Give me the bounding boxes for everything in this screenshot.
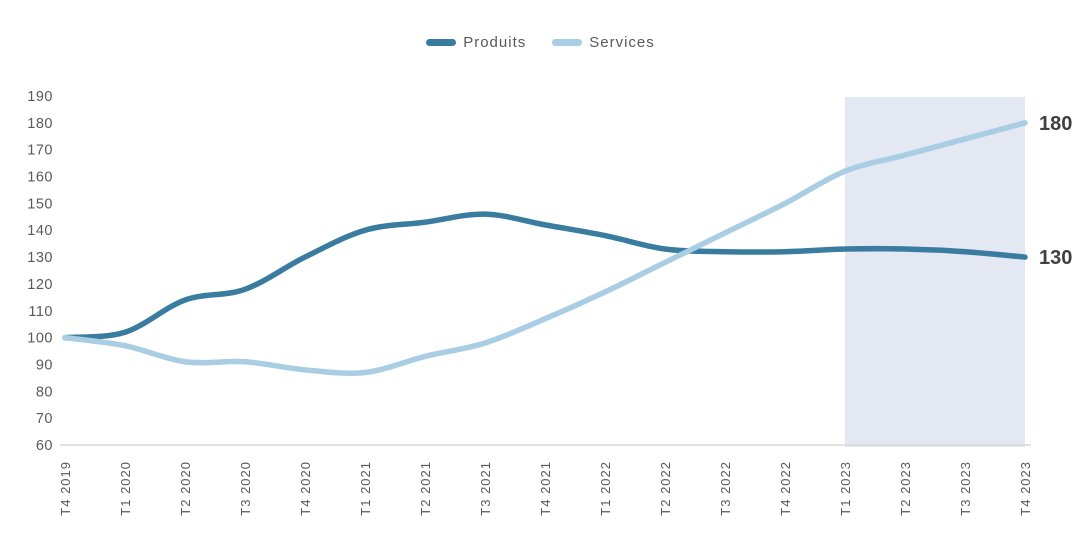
x-axis-tick-label: T1 2021: [358, 461, 373, 516]
chart-legend: Produits Services: [0, 32, 1081, 52]
x-axis-tick-label: T2 2020: [178, 461, 193, 516]
services-end-value-label: 180: [1039, 113, 1072, 135]
y-axis-tick-label: 60: [36, 438, 53, 454]
y-axis-tick-label: 190: [27, 89, 53, 105]
x-axis-tick-label: T3 2020: [238, 461, 253, 516]
x-axis-tick-label: T2 2021: [418, 461, 433, 516]
x-axis-tick-label: T4 2019: [58, 461, 73, 516]
x-axis-tick-label: T3 2023: [958, 461, 973, 516]
x-axis-tick-label: T3 2022: [718, 461, 733, 516]
legend-item-services[interactable]: Services: [552, 34, 655, 51]
y-axis-tick-label: 170: [27, 143, 53, 159]
y-axis-tick-label: 100: [27, 331, 53, 347]
y-axis-tick-label: 90: [36, 357, 53, 373]
legend-label-services: Services: [589, 33, 655, 51]
x-axis-tick-label: T4 2020: [298, 461, 313, 516]
y-axis-tick-label: 120: [27, 277, 53, 293]
x-axis-tick-label: T1 2020: [118, 461, 133, 516]
x-axis-tick-label: T2 2022: [658, 461, 673, 516]
legend-item-produits[interactable]: Produits: [426, 34, 526, 51]
y-axis-tick-label: 160: [27, 170, 53, 186]
x-axis-tick-label: T1 2023: [838, 461, 853, 516]
y-axis-tick-label: 150: [27, 196, 53, 212]
produits-line: [62, 211, 1028, 341]
services-line: [62, 120, 1028, 377]
produits-end-value-label: 130: [1039, 247, 1072, 269]
y-axis-tick-label: 140: [27, 223, 53, 239]
forecast-highlight-band: [845, 97, 1025, 447]
y-axis-tick-label: 110: [28, 304, 53, 320]
y-axis-tick-label: 80: [36, 384, 53, 400]
y-axis-tick-label: 130: [27, 250, 53, 266]
x-axis-tick-label: T4 2022: [778, 461, 793, 516]
x-axis-tick-label: T4 2021: [538, 461, 553, 516]
x-axis-tick-label: T3 2021: [478, 461, 493, 516]
x-axis-tick-label: T4 2023: [1018, 461, 1033, 516]
y-axis-tick-label: 180: [27, 116, 53, 132]
y-axis-tick-label: 70: [36, 411, 53, 427]
x-axis-tick-label: T1 2022: [598, 461, 613, 516]
produits-line-swatch: [426, 38, 457, 46]
x-axis-tick-label: T2 2023: [898, 461, 913, 516]
services-line-swatch: [552, 38, 583, 46]
legend-label-produits: Produits: [463, 33, 527, 51]
